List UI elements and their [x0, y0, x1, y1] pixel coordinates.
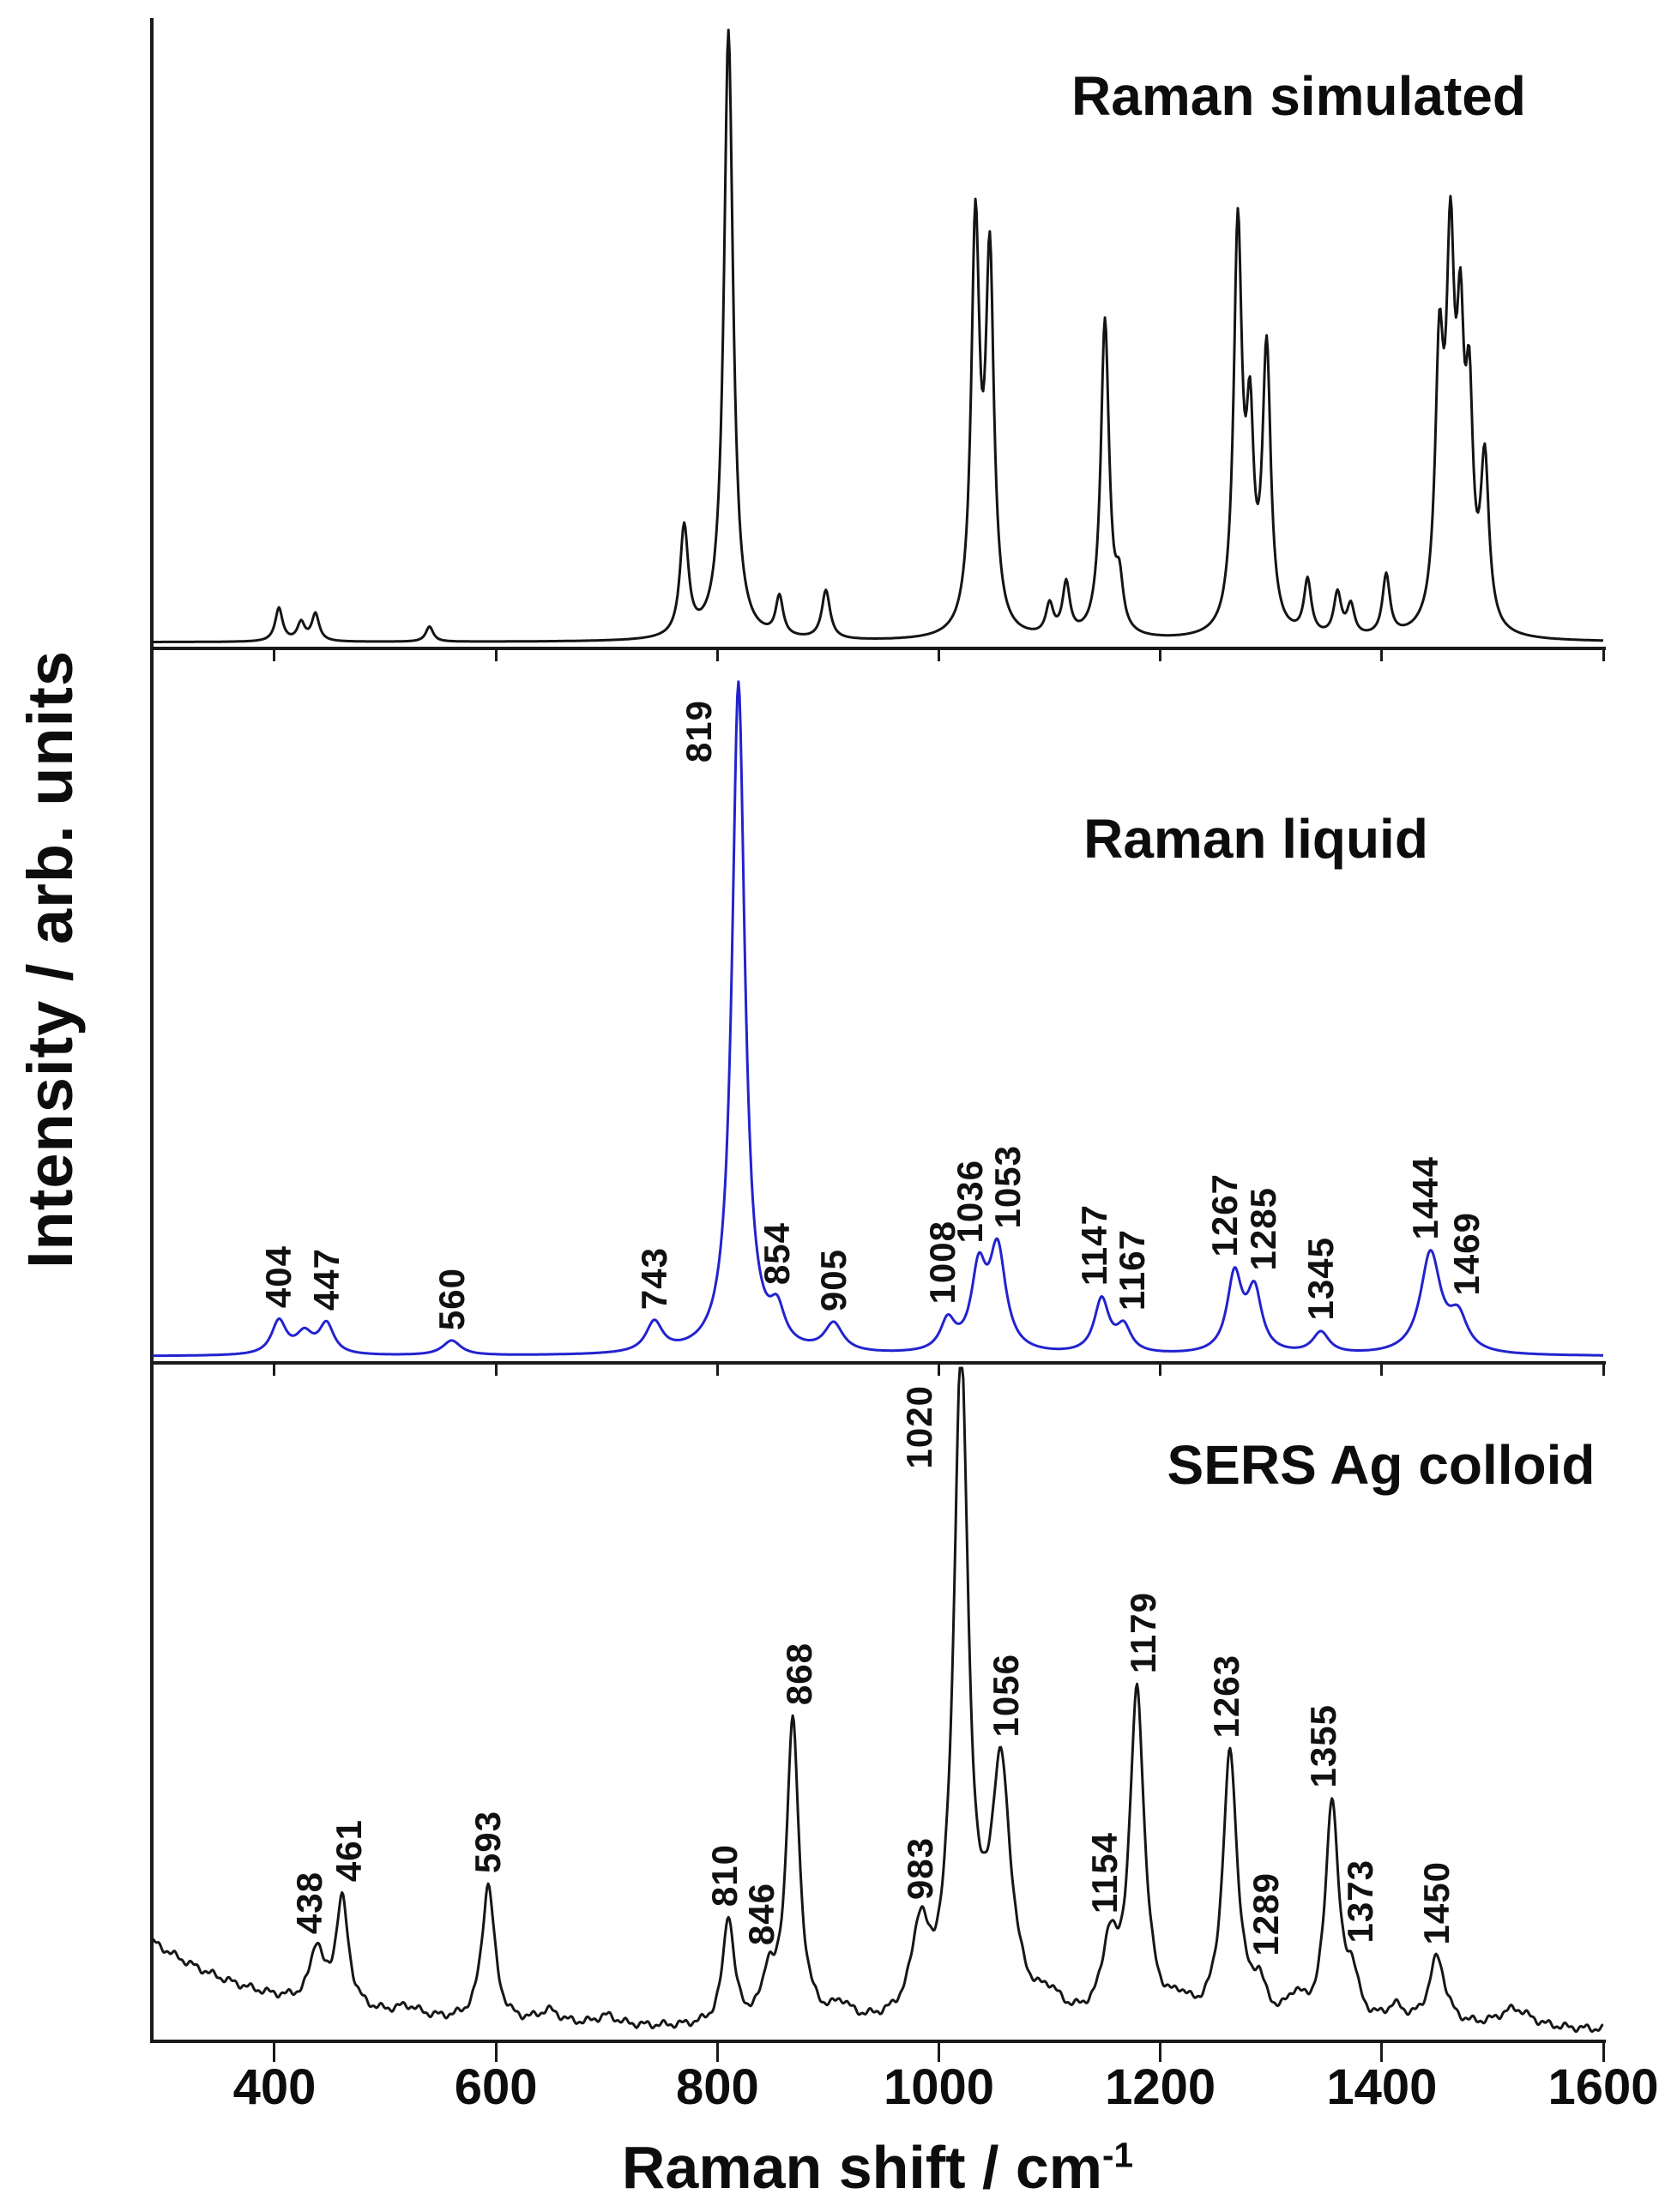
x-tick-mark	[1380, 1365, 1384, 1376]
x-axis-label-text: Raman shift / cm	[621, 2134, 1103, 2201]
x-axis-label: Raman shift / cm-1	[622, 2133, 1133, 2202]
peak-label-447: 447	[305, 1248, 347, 1311]
peak-label-846: 846	[740, 1883, 781, 1946]
peak-label-983: 983	[899, 1837, 940, 1901]
x-tick-label-800: 800	[675, 2059, 759, 2115]
peak-label-1450: 1450	[1416, 1861, 1457, 1945]
peak-label-560: 560	[431, 1267, 472, 1330]
peak-label-905: 905	[812, 1248, 854, 1311]
peak-label-1289: 1289	[1245, 1871, 1286, 1956]
panel-raman-liquid: Raman liquid 404 447 560 743 819 854 905 1008 10…	[152, 648, 1604, 1363]
peak-label-404: 404	[258, 1245, 299, 1309]
peak-label-1053: 1053	[986, 1145, 1028, 1229]
peak-label-461: 461	[328, 1819, 369, 1883]
peak-label-1167: 1167	[1112, 1229, 1153, 1311]
panel-title-raman-liquid: Raman liquid	[1083, 808, 1428, 870]
x-tick-mark	[1602, 1365, 1605, 1376]
peak-label-1263: 1263	[1205, 1654, 1246, 1739]
peak-label-1036: 1036	[949, 1159, 990, 1244]
peak-label-438: 438	[289, 1871, 330, 1934]
x-tick-mark	[715, 1365, 719, 1376]
x-tick-label-400: 400	[232, 2059, 317, 2115]
x-tick-mark	[273, 2043, 276, 2062]
peak-label-1154: 1154	[1084, 1831, 1125, 1914]
x-tick-mark	[494, 1365, 498, 1376]
spectrum-curve	[152, 28, 1604, 643]
x-tick-mark	[937, 1365, 940, 1376]
peak-label-1355: 1355	[1302, 1704, 1343, 1788]
x-tick-mark	[1380, 2043, 1384, 2062]
x-tick-mark	[715, 2043, 719, 2062]
panel-divider-1	[150, 647, 1606, 650]
x-tick-mark	[273, 1365, 276, 1376]
peak-label-1469: 1469	[1445, 1211, 1487, 1296]
panel-raman-simulated: Raman simulated	[152, 20, 1604, 648]
x-tick-label-600: 600	[454, 2059, 538, 2115]
x-tick-mark	[1380, 650, 1384, 661]
y-axis-line	[150, 18, 154, 2043]
peak-label-1267: 1267	[1204, 1173, 1246, 1257]
x-tick-mark	[715, 650, 719, 661]
panel-title-raman-simulated: Raman simulated	[1071, 65, 1526, 127]
peak-label-1285: 1285	[1243, 1187, 1284, 1271]
panel-title-sers-ag-colloid: SERS Ag colloid	[1167, 1434, 1596, 1496]
peak-label-1147: 1147	[1074, 1204, 1115, 1287]
x-tick-mark	[1159, 1365, 1162, 1376]
peak-label-1345: 1345	[1300, 1237, 1341, 1321]
x-tick-mark	[1159, 2043, 1162, 2062]
x-tick-mark	[937, 650, 940, 661]
x-axis-line	[150, 2040, 1606, 2043]
x-tick-label-1400: 1400	[1326, 2059, 1438, 2115]
x-tick-mark	[937, 2043, 940, 2062]
x-axis-label-exponent: -1	[1102, 2135, 1134, 2175]
x-tick-mark	[1602, 2043, 1605, 2062]
peak-label-1444: 1444	[1404, 1156, 1445, 1240]
spectrum-curve	[152, 680, 1604, 1358]
peak-label-1056: 1056	[985, 1653, 1026, 1738]
panel-sers-ag-colloid: SERS Ag colloid 438 461 593 810 846 868 983 102…	[151, 1363, 1604, 2041]
peak-label-1179: 1179	[1122, 1592, 1163, 1674]
peak-label-819: 819	[678, 700, 719, 763]
x-tick-label-1000: 1000	[883, 2059, 994, 2115]
peak-label-868: 868	[779, 1642, 820, 1706]
spectrum-curve	[151, 1366, 1604, 2034]
x-tick-mark	[494, 650, 498, 661]
panel-divider-2	[150, 1361, 1606, 1365]
x-tick-label-1600: 1600	[1547, 2059, 1659, 2115]
peak-label-1020: 1020	[899, 1385, 940, 1469]
y-axis-label: Intensity / arb. units	[15, 650, 86, 1269]
peak-label-854: 854	[757, 1221, 798, 1285]
x-tick-mark	[494, 2043, 498, 2062]
peak-label-1373: 1373	[1339, 1859, 1380, 1944]
x-tick-mark	[1602, 650, 1605, 661]
peak-label-593: 593	[468, 1811, 509, 1874]
peak-label-743: 743	[633, 1246, 674, 1310]
x-tick-mark	[273, 650, 276, 661]
peak-label-810: 810	[704, 1844, 745, 1908]
x-tick-label-1200: 1200	[1105, 2059, 1216, 2115]
x-tick-mark	[1159, 650, 1162, 661]
